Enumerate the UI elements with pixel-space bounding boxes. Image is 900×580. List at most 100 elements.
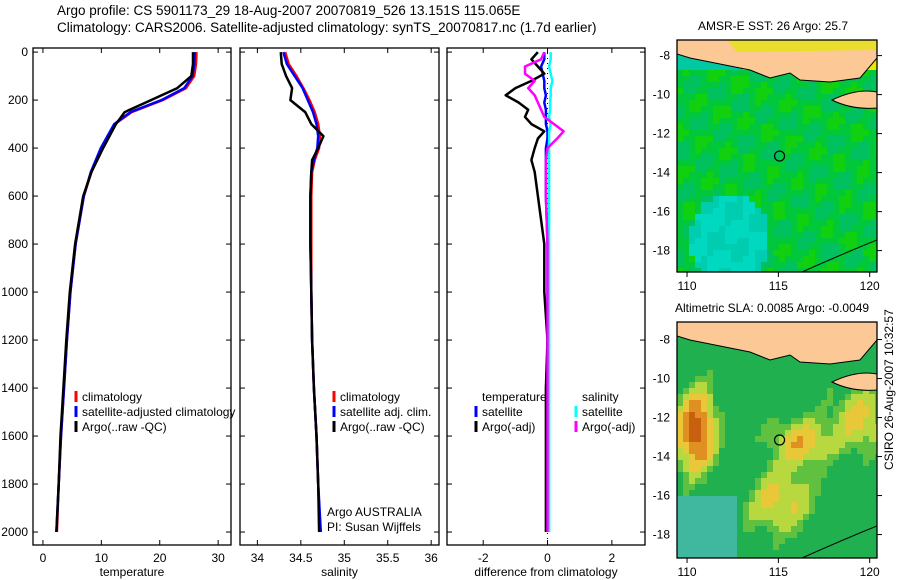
map-cell [737, 538, 743, 544]
map-cell [749, 460, 755, 466]
map-cell [803, 166, 809, 172]
map-cell [707, 262, 713, 268]
map-cell [779, 430, 785, 436]
map-cell [683, 538, 689, 544]
map-cell [863, 136, 869, 142]
map-cell [839, 202, 845, 208]
map-cell [821, 376, 827, 382]
map-cell [689, 232, 695, 238]
map-cell [719, 502, 725, 508]
map-cell [761, 184, 767, 190]
map-cell [689, 340, 695, 346]
map-cell [737, 232, 743, 238]
map-cell [827, 94, 833, 100]
map-cell [803, 430, 809, 436]
map-cell [821, 466, 827, 472]
map-cell [689, 460, 695, 466]
map-cell [821, 202, 827, 208]
map-cell [815, 94, 821, 100]
map-cell [767, 538, 773, 544]
map-cell [857, 466, 863, 472]
map-cell [683, 82, 689, 88]
map-cell [731, 436, 737, 442]
map-cell [689, 352, 695, 358]
map-cell [719, 472, 725, 478]
map-cell [731, 448, 737, 454]
map-cell [803, 472, 809, 478]
map-cell [713, 214, 719, 220]
map-cell [701, 214, 707, 220]
map-cell [833, 250, 839, 256]
map-cell [677, 508, 683, 514]
map-cell [695, 232, 701, 238]
map-cell [683, 250, 689, 256]
map-cell [737, 238, 743, 244]
map-cell [809, 544, 815, 550]
map-cell [815, 520, 821, 526]
map-cell [797, 154, 803, 160]
map-cell [719, 436, 725, 442]
map-cell [773, 112, 779, 118]
map-cell [683, 388, 689, 394]
map-cell [743, 208, 749, 214]
legend-label-climatology: climatology [82, 390, 142, 404]
map-cell [725, 64, 731, 70]
map-cell [809, 502, 815, 508]
x-axis-label: temperature [100, 565, 165, 579]
map-cell [857, 214, 863, 220]
map-cell [779, 244, 785, 250]
map-cell [797, 166, 803, 172]
map-cell [689, 214, 695, 220]
map-cell [737, 526, 743, 532]
map-cell [779, 466, 785, 472]
map-cell [743, 412, 749, 418]
map-cell [677, 340, 683, 346]
map-cell [737, 454, 743, 460]
map-cell [863, 442, 869, 448]
map-cell [767, 208, 773, 214]
map-cell [869, 556, 875, 558]
map-cell [701, 130, 707, 136]
map-cell [701, 142, 707, 148]
map-cell [851, 370, 857, 376]
map-cell [827, 472, 833, 478]
map-cell [725, 166, 731, 172]
map-cell [761, 112, 767, 118]
map-cell [749, 418, 755, 424]
map-cell [797, 532, 803, 538]
map-cell [725, 196, 731, 202]
map-cell [749, 166, 755, 172]
map-cell [749, 106, 755, 112]
map-cell [677, 154, 683, 160]
map-cell [863, 490, 869, 496]
map-cell [821, 448, 827, 454]
map-cell [719, 358, 725, 364]
map-cell [821, 268, 827, 272]
series-line-argo [279, 52, 325, 533]
map-cell [761, 178, 767, 184]
map-cell [863, 106, 869, 112]
map-cell [839, 226, 845, 232]
map-cell [875, 184, 877, 190]
map-cell [731, 148, 737, 154]
map-cell [809, 364, 815, 370]
map-cell [683, 136, 689, 142]
map-cell [731, 112, 737, 118]
map-cell [683, 448, 689, 454]
map-cell [683, 550, 689, 556]
map-cell [827, 508, 833, 514]
map-cell [725, 148, 731, 154]
map-cell [863, 418, 869, 424]
map-cell [845, 238, 851, 244]
map-cell [833, 256, 839, 262]
map-cell [749, 394, 755, 400]
map-cell [773, 190, 779, 196]
map-cell [731, 508, 737, 514]
map-cell [869, 388, 875, 394]
map-cell [803, 184, 809, 190]
map-cell [725, 184, 731, 190]
map-cell [731, 472, 737, 478]
map-cell [761, 484, 767, 490]
map-cell [827, 490, 833, 496]
